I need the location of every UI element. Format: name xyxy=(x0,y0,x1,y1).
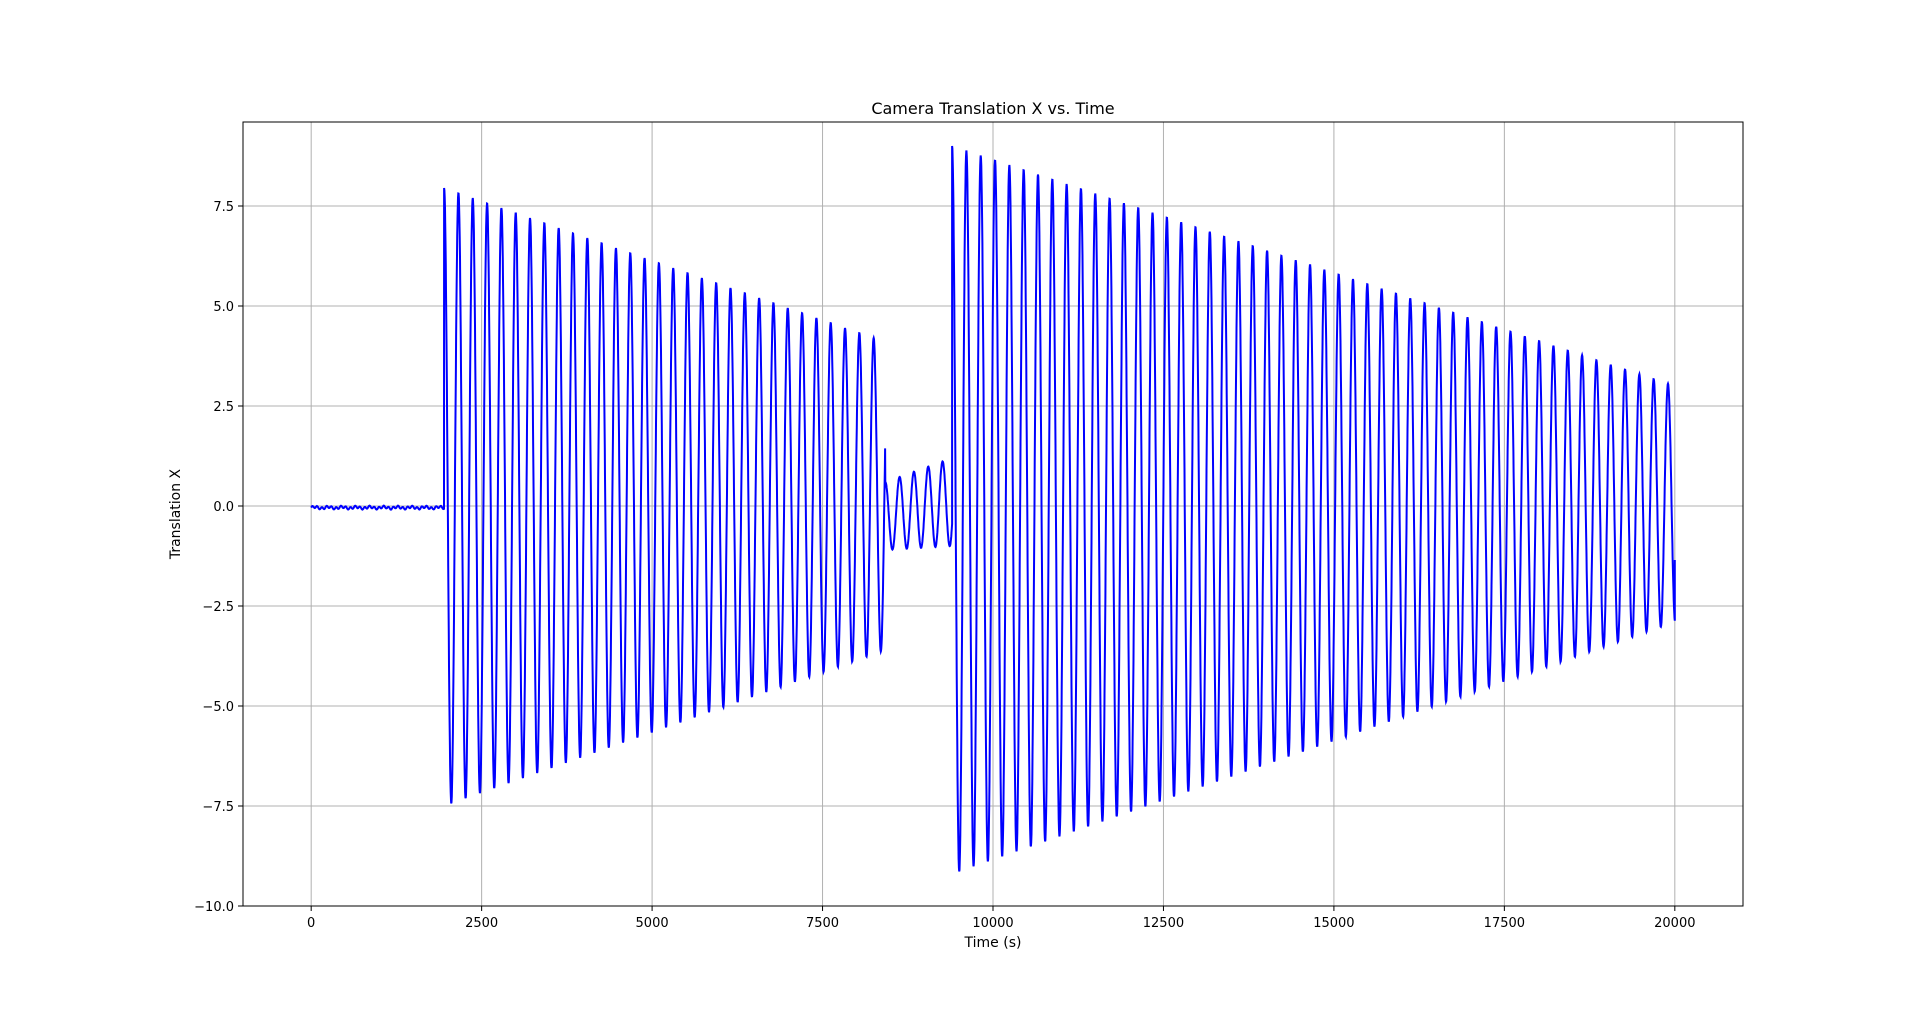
plot-frame xyxy=(242,121,1744,907)
x-tick-label: 15000 xyxy=(1313,916,1354,931)
x-tick-label: 17500 xyxy=(1484,916,1525,931)
x-tick-label: 10000 xyxy=(972,916,1013,931)
x-tick-label: 12500 xyxy=(1143,916,1184,931)
x-tick-label: 2500 xyxy=(465,916,498,931)
x-axis-ticks: 0 2500 5000 7500 10000 12500 15000 17500 20000 xyxy=(307,906,1695,931)
series-layer xyxy=(310,145,1676,872)
y-axis-ticks: −10.0 −7.5 −5.0 −2.5 0.0 2.5 5.0 7.5 xyxy=(194,200,243,915)
y-tick-label: 7.5 xyxy=(213,200,234,215)
x-tick-label: 5000 xyxy=(636,916,669,931)
chart-title: Camera Translation X vs. Time xyxy=(871,99,1114,118)
x-tick-label: 7500 xyxy=(806,916,839,931)
y-tick-label: 2.5 xyxy=(213,400,234,415)
y-tick-label: 5.0 xyxy=(213,300,234,315)
y-axis-label: Translation X xyxy=(168,468,184,560)
y-tick-label: −5.0 xyxy=(202,700,234,715)
x-tick-label: 20000 xyxy=(1654,916,1695,931)
y-tick-label: −2.5 xyxy=(202,600,234,615)
y-tick-label: −7.5 xyxy=(202,800,234,815)
x-axis-label: Time (s) xyxy=(964,935,1022,951)
y-tick-label: −10.0 xyxy=(194,900,234,915)
y-tick-label: 0.0 xyxy=(213,500,234,515)
series-line xyxy=(310,145,1676,872)
x-tick-label: 0 xyxy=(307,916,315,931)
